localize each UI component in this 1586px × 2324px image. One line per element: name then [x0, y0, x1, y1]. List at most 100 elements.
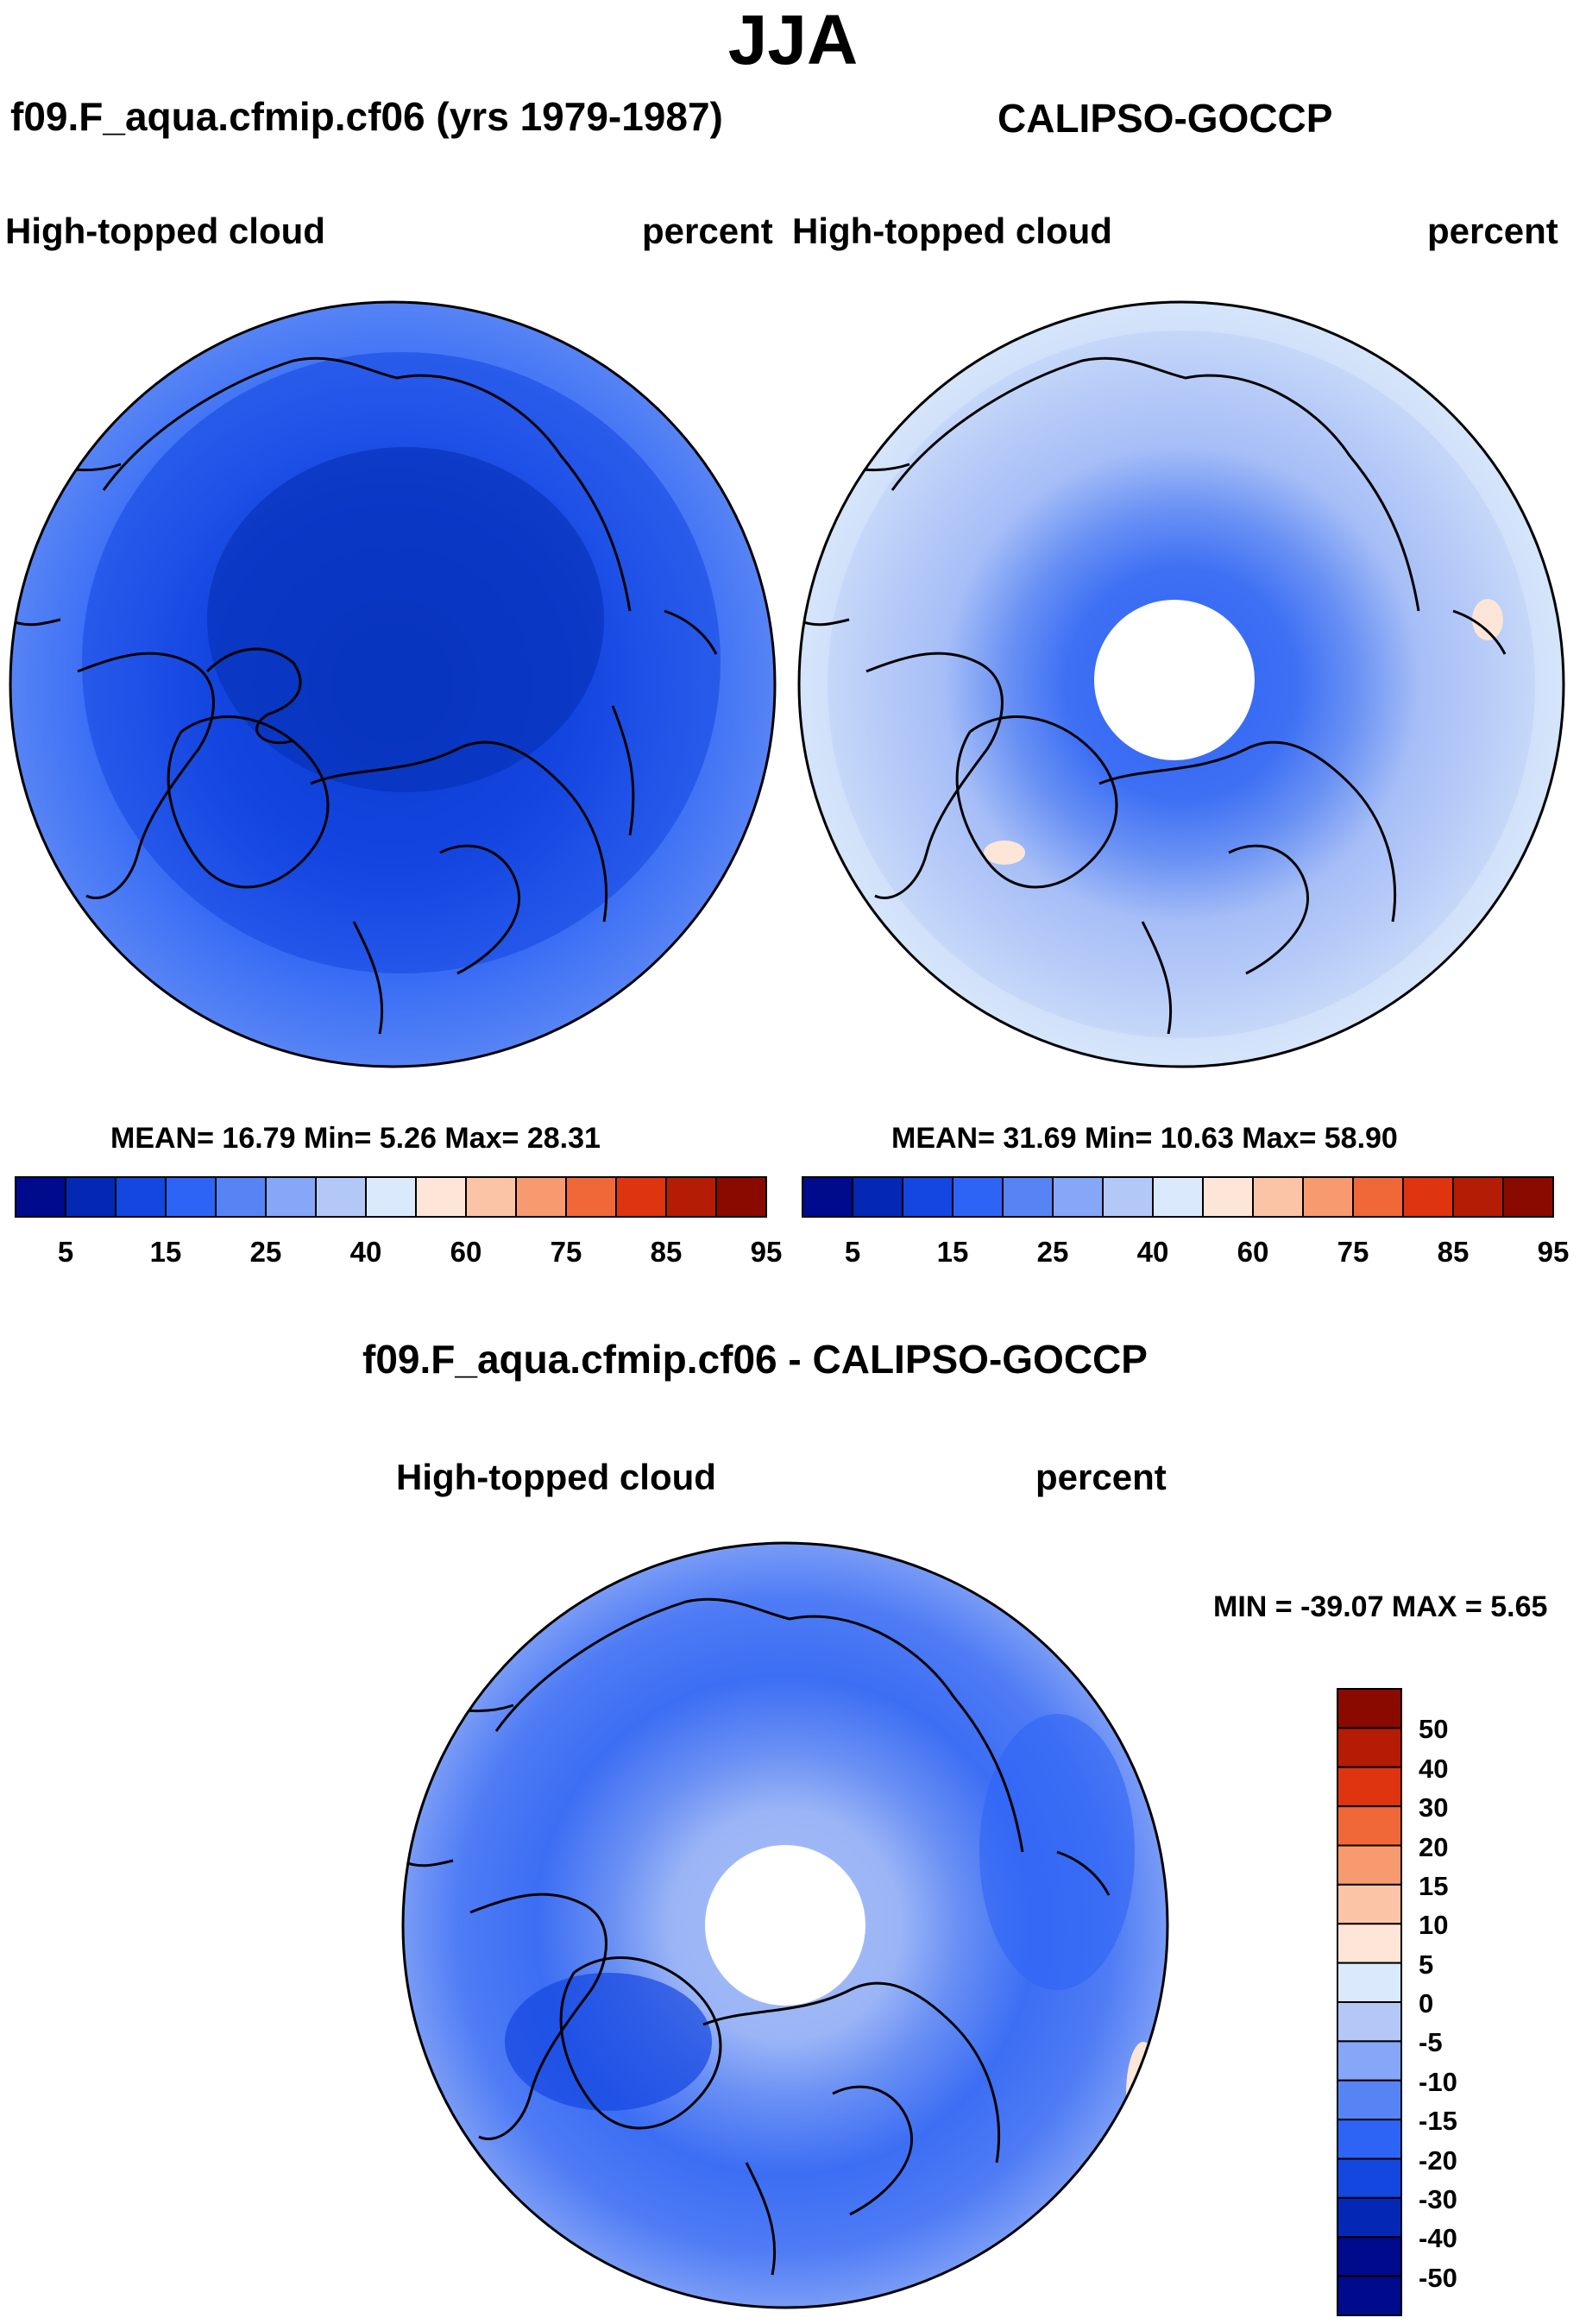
colorbar-swatch: [215, 1176, 267, 1218]
colorbar-swatch: [465, 1176, 517, 1218]
colorbar-swatch: [515, 1176, 567, 1218]
colorbar-tick-label: 85: [650, 1236, 683, 1268]
colorbar-swatch: [1202, 1176, 1254, 1218]
colorbar-swatch: [1337, 2079, 1402, 2121]
colorbar-swatch: [65, 1176, 116, 1218]
colorbar-tick-label: 60: [1237, 1236, 1269, 1268]
colorbar-swatch: [1337, 2001, 1402, 2043]
diff-variable-label: High-topped cloud: [396, 1457, 716, 1497]
colorbar-swatch: [1352, 1176, 1404, 1218]
colorbar-swatch: [1337, 1844, 1402, 1886]
colorbar-tick-label: 75: [550, 1236, 582, 1268]
colorbar-swatch: [115, 1176, 167, 1218]
colorbar-tick-label: 95: [750, 1236, 783, 1268]
diff-no-data-disk: [705, 1845, 865, 2006]
colorbar-swatch: [1052, 1176, 1104, 1218]
colorbar-tick-label: -30: [1419, 2183, 1457, 2214]
colorbar-swatch: [15, 1176, 66, 1218]
colorbar-tick-label: 40: [1136, 1236, 1169, 1268]
colorbar-swatch: [802, 1176, 853, 1218]
diff-stats: MIN = -39.07 MAX = 5.65: [1213, 1590, 1548, 1623]
colorbar-tick-label: -20: [1419, 2145, 1457, 2176]
diff-strong-negative-patch: [505, 1973, 712, 2111]
colorbar-tick-label: -40: [1419, 2223, 1457, 2254]
season-title: JJA: [727, 1, 859, 79]
colorbar-swatch: [1302, 1176, 1354, 1218]
colorbar-tick-label: 30: [1419, 1792, 1449, 1823]
colorbar-swatch: [1337, 1805, 1402, 1847]
colorbar-swatch: [1337, 2236, 1402, 2277]
colorbar-swatch: [1337, 1727, 1402, 1768]
model-units-label: percent: [642, 211, 773, 251]
model-stats: MEAN= 16.79 Min= 5.26 Max= 28.31: [110, 1122, 601, 1155]
colorbar-swatch: [852, 1176, 903, 1218]
diff-polar-map: [401, 1541, 1169, 2309]
colorbar-tick-label: 10: [1419, 1910, 1449, 1941]
colorbar-swatch: [1102, 1176, 1154, 1218]
colorbar-tick-label: 0: [1419, 1988, 1434, 2019]
colorbar-tick-label: 40: [349, 1236, 382, 1268]
colorbar-swatch: [902, 1176, 953, 1218]
obs-no-data-disk: [1094, 600, 1255, 760]
obs-warm-patch-2: [984, 841, 1025, 865]
colorbar-swatch: [165, 1176, 217, 1218]
colorbar-tick-label: 15: [1419, 1870, 1449, 1901]
colorbar-swatch: [1337, 2040, 1402, 2082]
colorbar-swatch: [1252, 1176, 1304, 1218]
colorbar-swatch: [1337, 1766, 1402, 1808]
colorbar-swatch: [1152, 1176, 1204, 1218]
colorbar-swatch: [1502, 1176, 1554, 1218]
colorbar-tick-label: -5: [1419, 2027, 1443, 2058]
model-colorbar-ticks: 5 15 25 40 60 75 85 95: [16, 1236, 783, 1270]
colorbar-tick-label: -15: [1419, 2106, 1457, 2137]
colorbar-swatch: [265, 1176, 317, 1218]
colorbar-swatch: [665, 1176, 717, 1218]
colorbar-swatch: [1337, 1962, 1402, 2003]
colorbar-tick-label: 60: [450, 1236, 482, 1268]
colorbar-tick-label: -10: [1419, 2066, 1457, 2097]
colorbar-swatch: [1402, 1176, 1454, 1218]
colorbar-tick-label: 20: [1419, 1831, 1449, 1862]
diff-colorbar-ticks: 50 40 30 20 15 10 5 0 -5 -10 -15 -20 -30 -40 -50: [1419, 1687, 1522, 2317]
colorbar-tick-label: 85: [1437, 1236, 1470, 1268]
model-polar-core: [207, 447, 604, 792]
colorbar-tick-label: 15: [149, 1236, 182, 1268]
model-coastlines: [10, 356, 718, 1035]
colorbar-tick-label: 15: [936, 1236, 969, 1268]
obs-colorbar: [802, 1176, 1554, 1218]
colorbar-swatch: [1337, 2196, 1402, 2239]
model-polar-map: [9, 300, 777, 1068]
colorbar-swatch: [1337, 1923, 1402, 1964]
obs-polar-map: [797, 300, 1565, 1068]
obs-units-label: percent: [1427, 211, 1558, 251]
colorbar-tick-label: 5: [844, 1236, 861, 1268]
colorbar-tick-label: 40: [1419, 1753, 1449, 1784]
diff-panel-title: f09.F_aqua.cfmip.cf06 - CALIPSO-GOCCP: [362, 1337, 1148, 1382]
colorbar-swatch: [315, 1176, 367, 1218]
colorbar-tick-label: 95: [1537, 1236, 1570, 1268]
obs-panel-title: CALIPSO-GOCCP: [998, 96, 1333, 141]
colorbar-swatch: [1452, 1176, 1504, 1218]
colorbar-swatch: [1337, 2275, 1402, 2316]
colorbar-tick-label: 5: [57, 1236, 74, 1268]
model-colorbar: [15, 1176, 767, 1218]
model-panel-title: f09.F_aqua.cfmip.cf06 (yrs 1979-1987): [10, 94, 723, 139]
colorbar-tick-label: 25: [1036, 1236, 1069, 1268]
colorbar-tick-label: -50: [1419, 2262, 1457, 2293]
obs-warm-patch: [1472, 599, 1503, 640]
obs-variable-label: High-topped cloud: [792, 211, 1112, 251]
colorbar-tick-label: 50: [1419, 1714, 1449, 1745]
colorbar-tick-label: 5: [1419, 1949, 1434, 1980]
colorbar-swatch: [615, 1176, 667, 1218]
colorbar-swatch: [565, 1176, 617, 1218]
diff-colorbar: [1337, 1688, 1402, 2316]
colorbar-swatch: [1337, 2119, 1402, 2160]
obs-stats: MEAN= 31.69 Min= 10.63 Max= 58.90: [891, 1122, 1398, 1155]
colorbar-swatch: [1337, 1883, 1402, 1925]
diff-units-label: percent: [1035, 1457, 1167, 1497]
diff-coastlines: [403, 1597, 1111, 2276]
obs-colorbar-ticks: 5 15 25 40 60 75 85 95: [802, 1236, 1570, 1270]
colorbar-swatch: [1002, 1176, 1054, 1218]
colorbar-swatch: [1337, 2157, 1402, 2199]
colorbar-swatch: [715, 1176, 767, 1218]
